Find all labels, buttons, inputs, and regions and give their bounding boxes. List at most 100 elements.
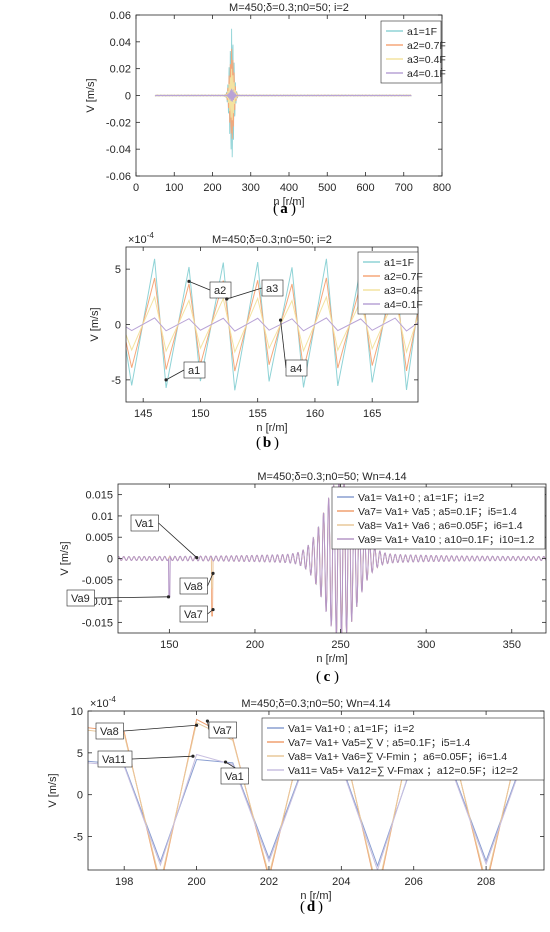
annotation-a1-leader: [165, 369, 185, 381]
x-tick-label: 150: [191, 408, 209, 420]
plot-area: [118, 484, 546, 633]
x-tick-label: 155: [249, 408, 267, 420]
caption-close: ): [334, 669, 339, 685]
caption-letter: b: [263, 435, 271, 451]
annotation-va8: Va8: [100, 726, 119, 738]
caption-close: ): [318, 899, 323, 915]
series-a1: [154, 28, 412, 158]
legend-label: Va9= Va1+ Va10 ; a10=0.1F；i10=1.2: [358, 534, 534, 546]
x-tick-label: 300: [417, 639, 435, 651]
y-tick-label: -0.005: [82, 575, 113, 587]
annotation-va8-box: [95, 722, 124, 740]
annotation-va1-box: [220, 767, 249, 785]
legend-label: Va8= Va1+ Va6 ; a6=0.05F；i6=1.4: [358, 520, 523, 532]
legend-box: [331, 486, 546, 550]
chart-title: M=450;δ=0.3;n0=50; i=2: [212, 234, 332, 246]
legend-label: Va8= Va1+ Va6=∑ V-Fmin ；a6=0.05F；i6=1.4: [288, 751, 507, 763]
legend-box: [261, 717, 545, 781]
annotation-va1: Va1: [225, 771, 244, 783]
series-Va9: [118, 484, 546, 633]
caption-letter: d: [307, 899, 316, 915]
legend-label: Va1= Va1+0 ; a1=1F；i1=2: [288, 723, 414, 735]
legend: a1=1F a2=0.7F a3=0.4F a4=0.1F: [380, 20, 446, 84]
legend-label: Va11= Va5+ Va12=∑ V-Fmax ；a12=0.5F；i12=2: [288, 765, 518, 777]
annotation-a2: a2: [214, 285, 226, 297]
x-tick-label: 200: [246, 639, 264, 651]
annotation-va8: Va8: [184, 581, 203, 593]
y-tick-label: 0: [125, 91, 131, 103]
plot-area: [154, 28, 412, 158]
caption-close: ): [274, 435, 279, 451]
x-axis-label: n [r/m]: [300, 890, 331, 902]
annotation-va9-arrowhead: [166, 595, 171, 599]
legend-label: a2=0.7F: [407, 40, 446, 52]
annotation-va9: Va9: [71, 593, 90, 605]
y-tick-label: 0.02: [110, 64, 131, 76]
x-tick-label: 165: [363, 408, 381, 420]
chart-title: M=450;δ=0.3;n0=50; Wn=4.14: [241, 698, 390, 710]
y-exponent: ×10-4: [90, 695, 116, 710]
legend-label: a4=0.1F: [407, 68, 446, 80]
x-tick-label: 198: [115, 876, 133, 888]
series-a2: [154, 48, 412, 139]
y-tick-label: 10: [71, 706, 83, 718]
annotation-a4: a4: [290, 363, 302, 375]
annotation-a1-box: [183, 361, 206, 379]
caption-open: (: [300, 899, 305, 915]
y-tick-label: -0.04: [106, 144, 131, 156]
annotation-va1-leader: [158, 522, 198, 558]
annotation-a4-leader: [280, 320, 287, 369]
annotation-a3-box: [261, 279, 284, 297]
y-tick-label: 0.015: [85, 490, 113, 502]
annotation-va9-leader: [94, 596, 169, 599]
annotation-va11: Va11: [102, 754, 126, 766]
y-tick-label: 0.01: [92, 511, 113, 523]
x-tick-label: 400: [280, 182, 298, 194]
legend: Va1= Va1+0 ; a1=1F；i1=2 Va7= Va1+ Va5 ; a…: [331, 486, 546, 550]
annotation-va7-box: [179, 605, 208, 623]
legend-label: Va1= Va1+0 ; a1=1F；i1=2: [358, 492, 484, 504]
axes-box: [135, 14, 443, 177]
y-tick-label: -5: [111, 375, 121, 387]
legend-label: Va7= Va1+ Va5 ; a5=0.1F；i5=1.4: [358, 506, 517, 518]
legend-label: a3=0.4F: [384, 285, 423, 297]
series-a2: [126, 277, 418, 372]
series-a3: [154, 68, 412, 121]
y-tick-label: 5: [77, 748, 83, 760]
legend: Va1= Va1+0 ; a1=1F；i1=2 Va7= Va1+ Va5=∑ V…: [261, 717, 545, 781]
annotation-va11-leader: [131, 755, 193, 760]
panel-b: 145 150 155 160 165 -5 0 5 M=450;δ=0.3;n0=50; i=…: [89, 231, 423, 451]
caption-close: ): [291, 201, 296, 217]
y-tick-label: -5: [73, 832, 83, 844]
x-tick-label: 200: [187, 876, 205, 888]
caption-letter: c: [324, 669, 331, 685]
y-tick-label: -0.06: [106, 171, 131, 183]
y-tick-label: 0: [77, 790, 83, 802]
series-a1: [126, 258, 418, 391]
y-axis-label: V [m/s]: [47, 773, 59, 807]
y-axis-label: V [m/s]: [59, 541, 71, 575]
annotation-a3-leader: [226, 287, 263, 300]
annotation-va7-arrowhead: [205, 719, 210, 723]
y-exponent-power: -4: [147, 231, 155, 240]
annotation-va8-leader: [207, 573, 214, 587]
annotation-a4-box: [285, 359, 308, 377]
y-axis-label: V [m/s]: [89, 307, 101, 341]
x-tick-label: 160: [306, 408, 324, 420]
x-tick-label: 700: [395, 182, 413, 194]
x-tick-label: 208: [477, 876, 495, 888]
series-a4: [126, 317, 418, 332]
caption-open: (: [273, 201, 278, 217]
x-tick-label: 200: [203, 182, 221, 194]
chart-title: M=450;δ=0.3;n0=50; Wn=4.14: [257, 471, 406, 483]
legend-label: a2=0.7F: [384, 271, 423, 283]
annotation-a2-arrowhead: [187, 279, 191, 283]
annotation-a3: a3: [266, 283, 278, 295]
x-tick-label: 300: [242, 182, 260, 194]
axes-box: [125, 246, 419, 403]
annotation-va7: Va7: [184, 609, 203, 621]
x-tick-label: 145: [134, 408, 152, 420]
panel-d: 198 200 202 204 206 208 -5 0 5 10 M=450;δ=0.3;n0=5…: [47, 695, 545, 915]
legend-label: Va7= Va1+ Va5=∑ V ; a5=0.1F；i5=1.4: [288, 737, 470, 749]
